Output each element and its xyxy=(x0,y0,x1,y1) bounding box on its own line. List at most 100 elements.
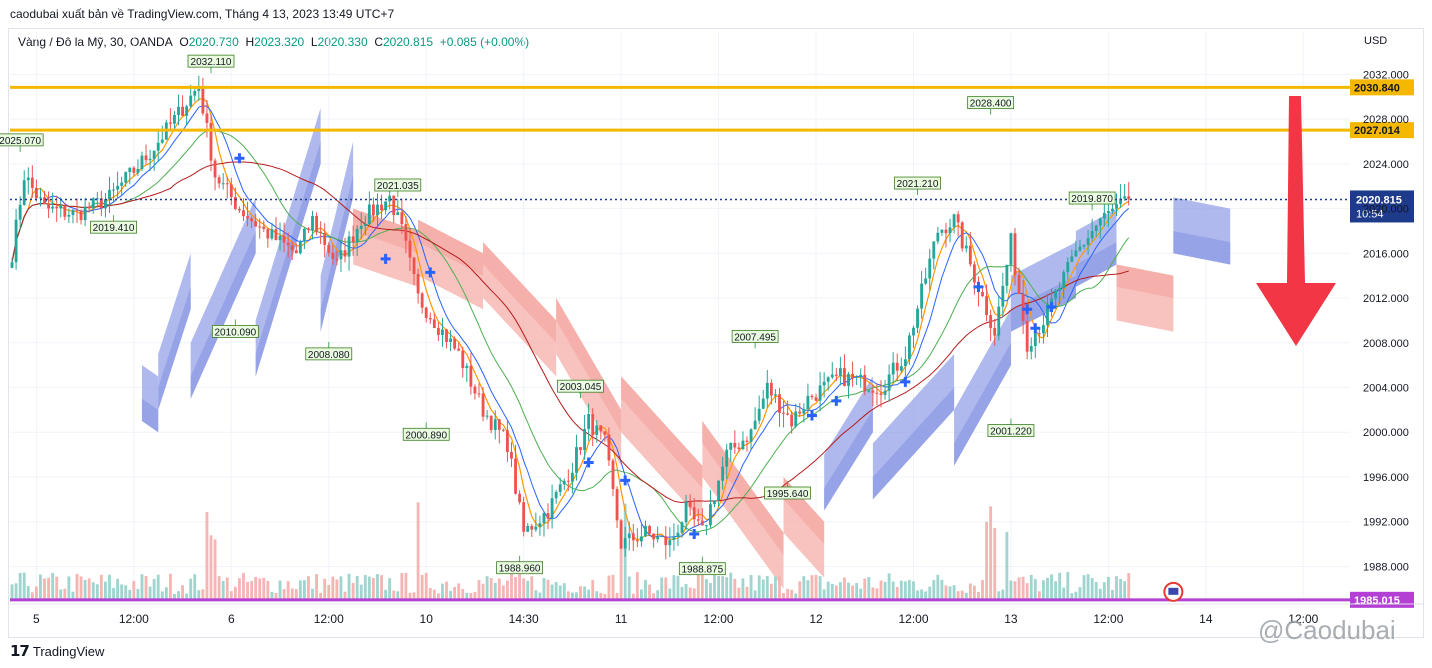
candle-body xyxy=(522,502,526,532)
candle-body xyxy=(1050,298,1053,305)
volume-bar xyxy=(1058,572,1062,600)
candle-body xyxy=(672,537,676,541)
volume-bar xyxy=(1078,587,1082,600)
candle-body xyxy=(656,536,660,540)
volume-bar xyxy=(465,592,469,600)
candle-body xyxy=(948,227,952,234)
signal-cross-icon xyxy=(973,281,984,292)
x-tick-label: 14:30 xyxy=(509,612,539,626)
volume-bar xyxy=(140,574,144,600)
volume-bar xyxy=(769,583,773,600)
volume-bar xyxy=(63,588,67,600)
volume-bar xyxy=(997,591,1001,600)
volume-bar xyxy=(518,572,522,600)
volume-bar xyxy=(274,593,278,600)
price-annotation-box xyxy=(764,486,812,500)
candle-body xyxy=(432,319,436,328)
candle-body xyxy=(485,415,489,417)
volume-bar xyxy=(1017,577,1021,600)
volume-bar xyxy=(615,593,619,600)
volume-bar xyxy=(485,576,489,600)
candle-body xyxy=(664,536,668,546)
volume-bar xyxy=(424,572,428,600)
candle-body xyxy=(120,182,124,186)
candle-body xyxy=(790,414,794,427)
volume-bar xyxy=(542,578,546,600)
high-label: H xyxy=(245,35,255,49)
price-annotation-label: 2028.400 xyxy=(970,99,1012,110)
candle-body xyxy=(1090,230,1094,239)
volume-bar xyxy=(67,576,71,600)
candle-body xyxy=(343,250,347,257)
candle-body xyxy=(372,204,375,216)
volume-bar xyxy=(436,593,440,600)
price-annotation-box xyxy=(305,347,353,361)
ma-line-40 xyxy=(11,161,1129,504)
cloud-band xyxy=(1116,264,1174,332)
candle-body xyxy=(1054,290,1058,299)
tradingview-logo[interactable]: 𝟭𝟳 TradingView xyxy=(10,642,104,660)
candle-body xyxy=(753,420,757,430)
volume-bar xyxy=(534,590,538,600)
candle-body xyxy=(246,216,249,219)
candle-body xyxy=(315,216,318,232)
volume-bar xyxy=(964,592,968,600)
candle-body xyxy=(834,374,838,376)
current-price-label: 2020.815 xyxy=(1356,194,1402,206)
volume-bar xyxy=(51,572,55,600)
candle-body xyxy=(871,390,875,393)
candle-body xyxy=(311,216,314,230)
price-annotation-box xyxy=(678,562,726,576)
publish-line: caodubai xuất bản về TradingView.com, Th… xyxy=(10,7,395,21)
candle-body xyxy=(989,315,993,328)
candle-body xyxy=(501,429,505,431)
volume-bar xyxy=(1098,588,1102,600)
candle-body xyxy=(562,480,566,485)
volume-bar xyxy=(327,585,331,600)
volume-bar xyxy=(692,588,696,600)
volume-bar xyxy=(684,583,688,600)
volume-bar xyxy=(818,576,822,600)
candle-body xyxy=(177,106,180,115)
candle-body xyxy=(445,329,448,342)
volume-bar xyxy=(75,573,79,600)
volume-bar xyxy=(372,578,375,600)
volume-bar xyxy=(627,576,631,600)
volume-bar xyxy=(91,582,95,600)
down-arrow-icon xyxy=(1256,96,1336,346)
volume-bar xyxy=(193,574,197,600)
volume-bar xyxy=(473,591,477,600)
candle-body xyxy=(424,307,428,318)
volume-bar xyxy=(952,585,956,600)
price-annotation-label: 2007.495 xyxy=(734,332,776,343)
signal-cross-icon xyxy=(1046,301,1057,312)
volume-bar xyxy=(457,583,461,600)
candle-body xyxy=(270,229,274,239)
candle-body xyxy=(546,513,550,519)
volume-bar xyxy=(619,527,623,600)
candle-body xyxy=(570,472,574,482)
volume-bar xyxy=(920,589,924,600)
candle-body xyxy=(1078,246,1082,251)
volume-bar xyxy=(416,502,420,600)
signal-cross-icon xyxy=(1030,323,1041,334)
candle-body xyxy=(108,189,111,200)
volume-bar xyxy=(351,582,355,600)
volume-bar xyxy=(514,577,517,600)
candle-body xyxy=(1062,272,1066,288)
candle-body xyxy=(916,308,919,328)
signal-cross-icon xyxy=(380,253,391,264)
currency-label: USD xyxy=(1364,35,1387,47)
y-tick-label: 1992.000 xyxy=(1363,517,1409,529)
candle-body xyxy=(1102,212,1106,219)
candle-body xyxy=(1115,204,1118,209)
candle-body xyxy=(282,235,286,243)
volume-bar xyxy=(1005,532,1009,600)
volume-bar xyxy=(664,577,668,600)
cloud-band xyxy=(783,476,825,578)
volume-bar xyxy=(778,575,781,600)
price-annotation-label: 2019.870 xyxy=(1071,194,1113,205)
candle-body xyxy=(887,374,891,391)
volume-bar xyxy=(680,587,684,600)
